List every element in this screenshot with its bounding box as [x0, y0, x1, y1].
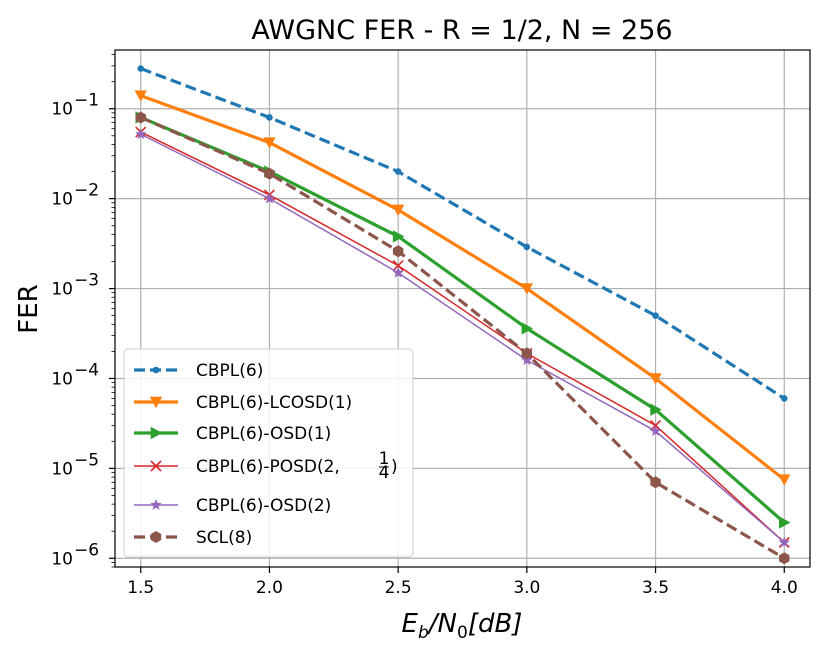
data-point [137, 65, 145, 72]
y-tick-exponent: −1 [74, 91, 99, 111]
legend-label-scl8: SCL(8) [196, 528, 252, 548]
legend-swatch-marker [150, 499, 162, 510]
y-tick-exponent: −6 [74, 540, 99, 560]
chart-title: AWGNC FER - R = 1/2, N = 256 [251, 15, 672, 46]
legend-label-posd-frac-den: 4 [379, 463, 390, 483]
series-1 [134, 90, 791, 486]
data-point [520, 283, 534, 295]
series-line [140, 94, 786, 481]
y-tick-exponent: −5 [74, 450, 99, 470]
y-tick-label: 10 [51, 549, 73, 569]
data-point [392, 260, 404, 272]
legend-swatch-marker [152, 366, 160, 374]
series-line [140, 67, 786, 400]
data-point [523, 243, 531, 251]
series-0 [137, 65, 788, 402]
y-axis-title: FER [14, 284, 44, 333]
legend-label-posd-close: ) [391, 457, 398, 477]
legend-label-cbpl6: CBPL(6) [196, 361, 263, 381]
data-point [263, 192, 276, 204]
data-point [778, 516, 791, 529]
x-axis-title-e: E [402, 609, 419, 639]
y-tick-label: 10 [51, 459, 73, 479]
series-line [140, 133, 785, 544]
data-point [521, 354, 533, 365]
data-point [392, 266, 404, 278]
legend-label-cbpl6-osd2: CBPL(6)-OSD(2) [196, 496, 331, 516]
series-4 [135, 128, 790, 548]
data-point [780, 395, 788, 402]
series-layer [134, 65, 791, 565]
data-point [392, 230, 405, 243]
series-5 [135, 111, 790, 565]
x-tick-label: 4.0 [771, 578, 798, 598]
data-point [394, 168, 402, 175]
x-tick-label: 2.0 [256, 578, 283, 598]
x-axis-title-sub-b: b [418, 623, 429, 643]
data-point [650, 476, 661, 489]
x-tick-label: 1.5 [127, 578, 154, 598]
x-axis-title-slash-n: /N [427, 609, 457, 639]
legend-swatch-marker [150, 426, 163, 440]
series-line [140, 115, 786, 560]
y-tick-exponent: −3 [74, 271, 99, 291]
data-point [652, 312, 659, 319]
data-point [134, 90, 147, 102]
data-point [779, 552, 790, 565]
x-tick-label: 2.5 [385, 578, 412, 598]
y-tick-label: 10 [51, 280, 73, 300]
legend-swatch-marker [150, 460, 162, 472]
data-point [650, 403, 662, 416]
data-point [778, 536, 790, 548]
y-tick-label: 10 [51, 369, 73, 389]
data-point [263, 137, 276, 149]
y-tick-label: 10 [51, 190, 73, 210]
tick-layer: 1.5 2.0 2.5 3.0 3.5 4.010−610−510−410−310−210… [51, 54, 798, 598]
data-point [521, 322, 534, 335]
y-tick-exponent: −4 [74, 360, 99, 380]
x-axis-title-sub-0: 0 [457, 623, 468, 643]
legend: CBPL(6) CBPL(6)-LCOSD(1) CBPL(6)-OSD(1) … [123, 348, 414, 558]
data-point [778, 474, 791, 486]
y-tick-exponent: −2 [74, 181, 99, 201]
grid-layer [115, 50, 810, 567]
data-point [521, 347, 533, 360]
legend-label-cbpl6-posd2: CBPL(6)-POSD(2, 1 4 ) [196, 449, 398, 483]
x-tick-label: 3.5 [642, 578, 669, 598]
legend-box [123, 348, 414, 558]
legend-label-cbpl6-osd1: CBPL(6)-OSD(1) [196, 424, 331, 444]
data-point [135, 111, 146, 124]
data-point [264, 167, 275, 180]
x-axis-title: Eb/N0[dB] [402, 609, 523, 643]
legend-swatch-marker [149, 396, 163, 409]
data-point [649, 425, 662, 436]
legend-swatch-marker [150, 531, 162, 543]
legend-label-cbpl6-lcosd1: CBPL(6)-LCOSD(1) [196, 393, 352, 413]
data-point [391, 204, 405, 217]
data-point [266, 114, 273, 121]
y-tick-label: 10 [51, 100, 73, 120]
data-point [392, 245, 404, 258]
legend-label-posd-frac-num: 1 [379, 449, 390, 469]
data-point [135, 128, 147, 140]
legend-swatches [134, 366, 178, 543]
x-axis-title-bracket: [dB] [468, 609, 523, 639]
series-line [140, 131, 785, 544]
data-point [649, 373, 662, 385]
legend-label-posd-text: CBPL(6)-POSD(2, [196, 457, 340, 477]
x-tick-label: 3.0 [513, 578, 540, 598]
